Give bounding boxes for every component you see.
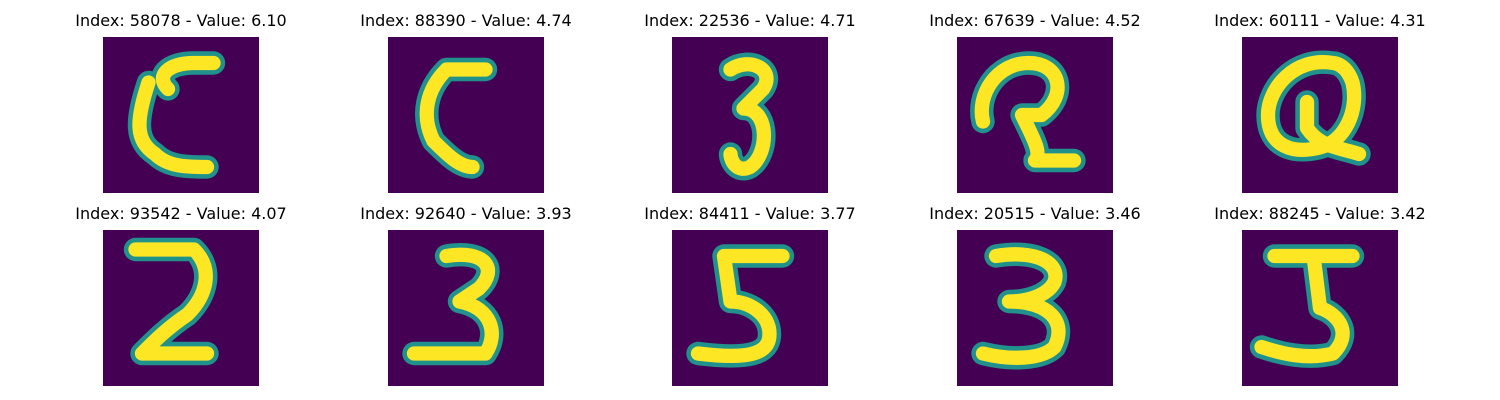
digit-panel: Index: 88390 - Value: 4.74 <box>326 10 606 200</box>
digit-glyph-c <box>103 37 259 193</box>
digit-glyph-c <box>388 37 544 193</box>
index-label: Index: 92640 <box>360 204 466 223</box>
value-label: Value: 4.71 <box>765 11 856 30</box>
digit-panel: Index: 84411 - Value: 3.77 <box>610 203 890 393</box>
panel-title: Index: 60111 - Value: 4.31 <box>1180 10 1460 32</box>
panel-title: Index: 84411 - Value: 3.77 <box>610 203 890 225</box>
label-separator: - <box>465 11 482 30</box>
label-separator: - <box>1319 204 1336 223</box>
value-label: Value: 3.46 <box>1050 204 1141 223</box>
value-label: Value: 4.31 <box>1335 11 1426 30</box>
index-label: Index: 22536 <box>644 11 750 30</box>
digit-glyph-3 <box>388 230 544 386</box>
label-separator: - <box>180 11 197 30</box>
label-separator: - <box>749 204 766 223</box>
digit-stroke <box>1260 55 1367 162</box>
index-label: Index: 88390 <box>360 11 466 30</box>
index-label: Index: 93542 <box>75 204 181 223</box>
digit-panel: Index: 88245 - Value: 3.42 <box>1180 203 1460 393</box>
digit-glyph-5 <box>1242 230 1398 386</box>
label-separator: - <box>180 204 197 223</box>
digit-glyph-3 <box>672 37 828 193</box>
digit-stroke <box>419 62 493 175</box>
digit-panel: Index: 20515 - Value: 3.46 <box>895 203 1175 393</box>
digit-glyph-5 <box>672 230 828 386</box>
digit-panel: Index: 58078 - Value: 6.10 <box>41 10 321 200</box>
value-label: Value: 3.77 <box>765 204 856 223</box>
digit-stroke <box>128 242 215 361</box>
value-label: Value: 6.10 <box>196 11 287 30</box>
index-label: Index: 58078 <box>75 11 181 30</box>
value-label: Value: 3.93 <box>481 204 572 223</box>
panel-title: Index: 67639 - Value: 4.52 <box>895 10 1175 32</box>
value-label: Value: 4.74 <box>481 11 572 30</box>
digit-panel: Index: 22536 - Value: 4.71 <box>610 10 890 200</box>
digit-glyph-q <box>1242 37 1398 193</box>
index-label: Index: 20515 <box>929 204 1035 223</box>
panel-title: Index: 22536 - Value: 4.71 <box>610 10 890 32</box>
index-label: Index: 67639 <box>929 11 1035 30</box>
digit-stroke <box>690 248 790 363</box>
panel-title: Index: 93542 - Value: 4.07 <box>41 203 321 225</box>
digit-panel: Index: 60111 - Value: 4.31 <box>1180 10 1460 200</box>
digit-stroke <box>406 247 499 361</box>
digit-stroke <box>723 57 774 176</box>
digit-panel: Index: 67639 - Value: 4.52 <box>895 10 1175 200</box>
index-label: Index: 84411 <box>644 204 750 223</box>
digit-stroke <box>975 247 1066 365</box>
digit-panel: Index: 92640 - Value: 3.93 <box>326 203 606 393</box>
panel-title: Index: 58078 - Value: 6.10 <box>41 10 321 32</box>
digit-glyph-3 <box>957 230 1113 386</box>
label-separator: - <box>1034 204 1051 223</box>
panel-title: Index: 88245 - Value: 3.42 <box>1180 203 1460 225</box>
digit-glyph-loop <box>957 37 1113 193</box>
label-separator: - <box>1319 11 1336 30</box>
label-separator: - <box>749 11 766 30</box>
digit-stroke <box>1254 248 1360 364</box>
digit-stroke <box>132 55 221 175</box>
index-label: Index: 60111 <box>1214 11 1320 30</box>
digit-glyph-2 <box>103 230 259 386</box>
digit-panel: Index: 93542 - Value: 4.07 <box>41 203 321 393</box>
label-separator: - <box>465 204 482 223</box>
panel-title: Index: 20515 - Value: 3.46 <box>895 203 1175 225</box>
value-label: Value: 4.07 <box>196 204 287 223</box>
index-label: Index: 88245 <box>1214 204 1320 223</box>
digit-stroke <box>974 55 1082 168</box>
panel-title: Index: 88390 - Value: 4.74 <box>326 10 606 32</box>
value-label: Value: 3.42 <box>1335 204 1426 223</box>
value-label: Value: 4.52 <box>1050 11 1141 30</box>
panel-title: Index: 92640 - Value: 3.93 <box>326 203 606 225</box>
label-separator: - <box>1034 11 1051 30</box>
